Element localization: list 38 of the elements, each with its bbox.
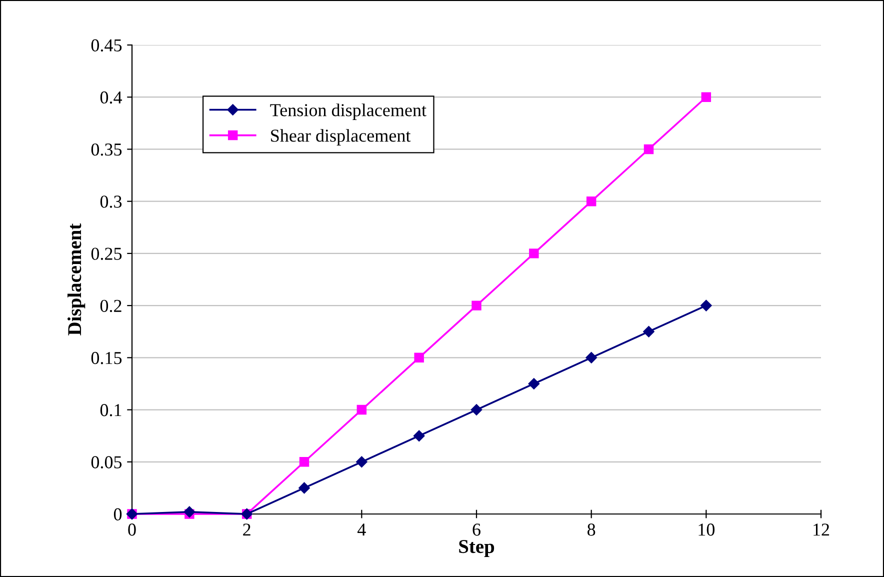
point [356,456,368,468]
x-tick-label: 0 [128,524,136,536]
point [701,92,712,102]
point [413,430,425,442]
x-tick-label: 8 [588,524,596,536]
y-tick-label: 0.1 [100,404,122,416]
x-axis-title: Step [459,540,494,558]
point [700,300,712,312]
y-tick-label: 0.15 [91,352,122,364]
y-tick-label: 0.25 [91,248,122,260]
point [414,352,424,363]
y-tick-label: 0.45 [91,39,122,52]
point [644,144,654,154]
x-tick-label: 2 [243,524,250,536]
point [586,196,596,206]
point [470,404,482,416]
x-tick-label: 6 [472,524,480,536]
y-tick-label: 0.3 [100,196,122,208]
y-tick-label: 0.35 [91,143,122,156]
x-tick-label: 4 [358,524,366,536]
x-tick-label: 12 [814,524,830,536]
point [184,506,196,518]
y-tick-label: 0.2 [100,300,122,312]
y-tick-label: 0 [114,508,122,520]
point [356,404,367,415]
y-axis-title: Displacement [67,223,86,336]
y-tick-label: 0.4 [100,91,122,104]
x-tick-label: 10 [698,524,715,536]
point [528,378,540,390]
y-tick-label: 0.05 [91,456,122,468]
point [643,326,654,338]
point [529,248,539,258]
point [298,482,310,494]
legend-label: Shear displacement [271,129,411,146]
point [472,300,482,310]
point [299,457,310,467]
point [586,352,597,364]
legend-label: Tension displacement [270,104,426,120]
